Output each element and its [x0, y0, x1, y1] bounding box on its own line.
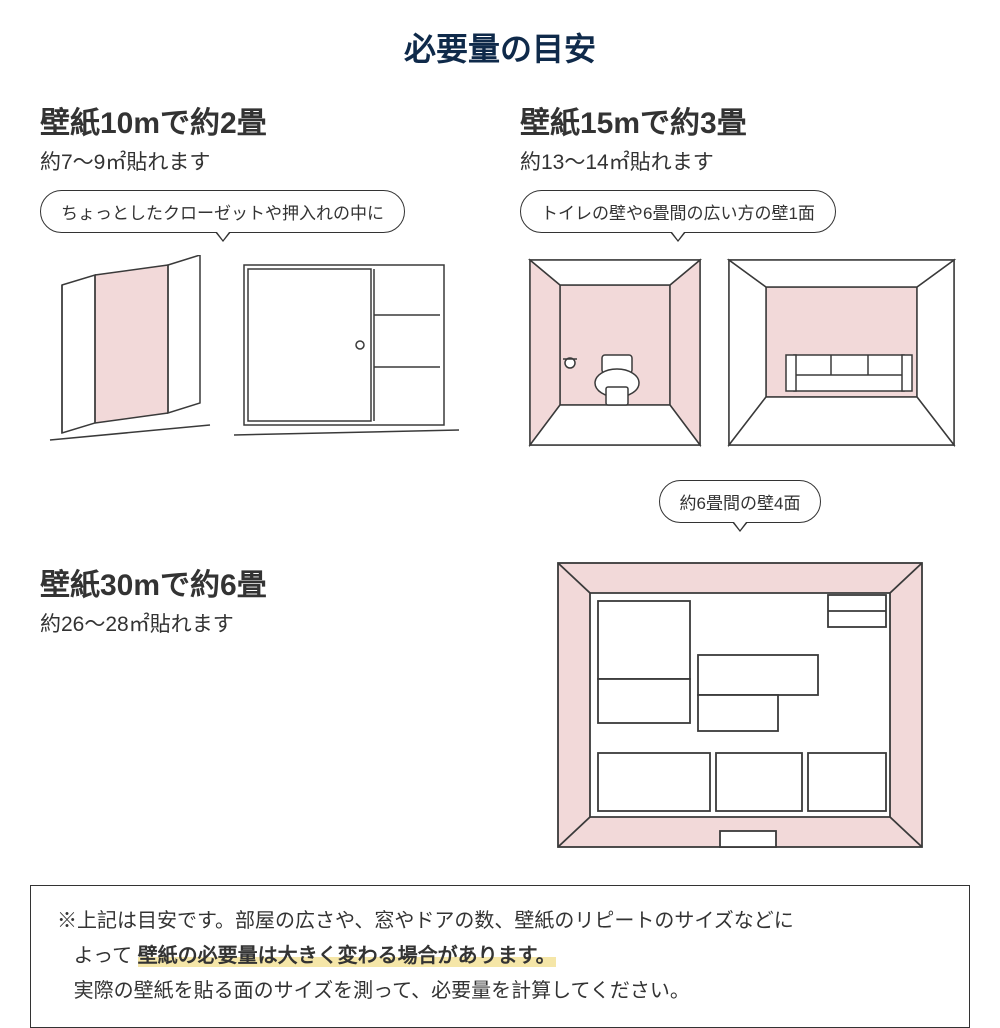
toilet-illustration	[520, 255, 710, 450]
sub-10m: 約7～9㎡貼れます	[40, 146, 480, 176]
sections-grid: 壁紙10mで約2畳 約7～9㎡貼れます ちょっとしたクローゼットや押入れの中に	[0, 98, 1000, 450]
note-highlight: 壁紙の必要量は大きく変わる場合があります。	[138, 945, 556, 967]
heading-10m: 壁紙10mで約2畳	[40, 98, 480, 142]
heading-15m: 壁紙15mで約3畳	[520, 98, 960, 142]
bubble-15m: トイレの壁や6畳間の広い方の壁1面	[520, 190, 836, 233]
note-line3: 実際の壁紙を貼る面のサイズを測って、必要量を計算してください。	[74, 980, 690, 1002]
illus-row-15m	[520, 255, 960, 450]
bubble-30m: 約6畳間の壁4面	[659, 480, 822, 523]
note-line2-pre-text: よって	[74, 945, 138, 967]
sub-30m: 約26～28㎡貼れます	[40, 608, 480, 638]
section-10m: 壁紙10mで約2畳 約7～9㎡貼れます ちょっとしたクローゼットや押入れの中に	[40, 98, 480, 450]
heading-30m: 壁紙30mで約6畳	[40, 560, 480, 604]
note-line1: ※上記は目安です。部屋の広さや、窓やドアの数、壁紙のリピートのサイズなどに	[57, 904, 943, 939]
sub-15m: 約13～14㎡貼れます	[520, 146, 960, 176]
room-one-wall-illustration	[724, 255, 959, 450]
note-box: ※上記は目安です。部屋の広さや、窓やドアの数、壁紙のリピートのサイズなどに よっ…	[30, 885, 970, 1028]
note-line2-pre	[57, 945, 74, 967]
closet-illustration	[40, 255, 220, 445]
section-30m: 壁紙30mで約6畳 約26～28㎡貼れます 約6畳間の壁4面	[0, 480, 1000, 855]
bubble-10m: ちょっとしたクローゼットや押入れの中に	[40, 190, 405, 233]
section-15m: 壁紙15mで約3畳 約13～14㎡貼れます トイレの壁や6畳間の広い方の壁1面	[520, 98, 960, 450]
illus-row-10m	[40, 255, 480, 445]
page-title: 必要量の目安	[0, 0, 1000, 98]
room-four-walls-illustration	[550, 555, 930, 855]
oshiire-illustration	[234, 255, 464, 445]
